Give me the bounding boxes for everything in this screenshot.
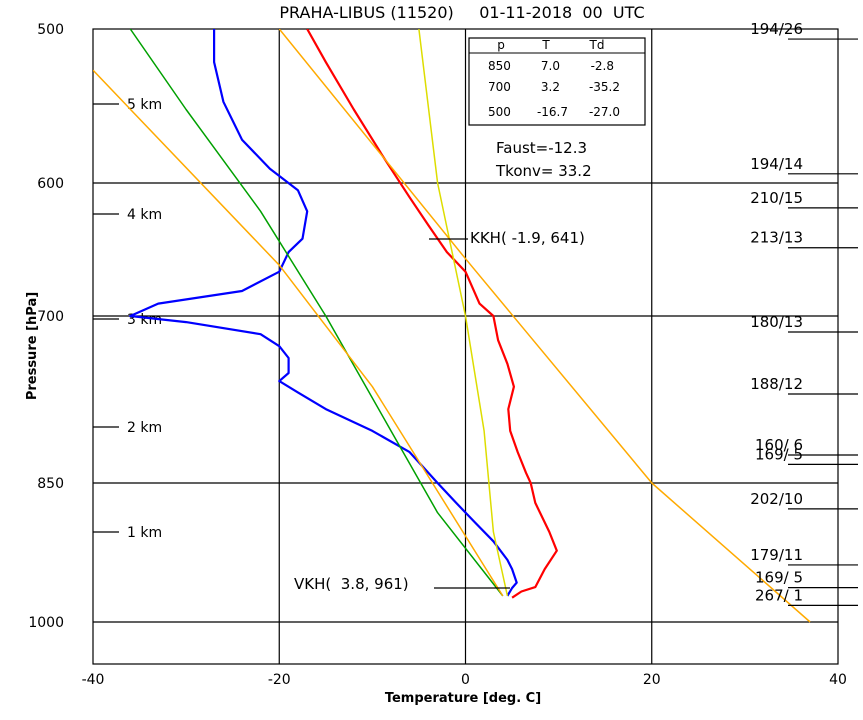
series-line-6 xyxy=(278,29,811,623)
wind-label: 213/13 xyxy=(750,229,803,247)
chart-title: PRAHA-LIBUS (11520) 01-11-2018 00 UTC xyxy=(279,3,644,22)
series-line-5 xyxy=(93,69,504,597)
series-line-4 xyxy=(418,29,509,597)
wind-label: 194/26 xyxy=(750,20,803,38)
table-header-td: Td xyxy=(589,38,605,52)
wind-label: 180/13 xyxy=(750,313,803,331)
x-axis-label: Temperature [deg. C] xyxy=(385,691,541,706)
table-cell-td: -27.0 xyxy=(589,105,620,119)
table-cell-p: 500 xyxy=(488,105,511,119)
grid-lines xyxy=(93,29,838,664)
table-cell-t: 3.2 xyxy=(541,80,560,94)
y-tick-label: 1000 xyxy=(28,615,64,631)
height-label: 5 km xyxy=(127,97,162,113)
x-tick-label: -40 xyxy=(82,672,105,688)
level-table: p T Td 850 7.0 -2.8 700 3.2 -35.2 500 -1… xyxy=(468,37,646,126)
faust-index: Faust=-12.3 xyxy=(496,139,587,157)
table-cell-td: -35.2 xyxy=(589,80,620,94)
table-cell-t: -16.7 xyxy=(537,105,568,119)
x-tick-label: 0 xyxy=(461,672,470,688)
y-tick-labels: 500 600 700 850 1000 xyxy=(28,22,64,631)
tkonv-index: Tkonv= 33.2 xyxy=(495,162,592,180)
y-tick-label: 600 xyxy=(37,176,64,192)
x-tick-label: 40 xyxy=(829,672,847,688)
x-tick-label: 20 xyxy=(643,672,661,688)
wind-label: 179/11 xyxy=(750,546,803,564)
height-label: 4 km xyxy=(127,207,162,223)
wind-label: 202/10 xyxy=(750,490,803,508)
wind-markers: 194/26 194/14 210/15 213/13 180/13 188/12 160/… xyxy=(750,20,858,606)
y-tick-label: 700 xyxy=(37,309,64,325)
height-markers: 5 km4 km3 km2 km1 km xyxy=(93,97,162,541)
y-tick-label: 500 xyxy=(37,22,64,38)
table-header-p: p xyxy=(497,38,505,52)
height-label: 2 km xyxy=(127,420,162,436)
wind-label: 267/ 1 xyxy=(755,586,803,604)
table-cell-p: 850 xyxy=(488,59,511,73)
wind-label: 188/12 xyxy=(750,375,803,393)
wind-label: 194/14 xyxy=(750,155,803,173)
height-label: 1 km xyxy=(127,525,162,541)
table-cell-td: -2.8 xyxy=(591,59,614,73)
vkh-label: VKH( 3.8, 961) xyxy=(294,575,409,593)
series-line-1 xyxy=(306,29,558,599)
series-lines xyxy=(93,29,811,623)
x-tick-label: -20 xyxy=(268,672,291,688)
series-line-2 xyxy=(129,29,518,597)
y-axis-label: Pressure [hPa] xyxy=(25,292,40,400)
x-tick-labels: -40 -20 0 20 40 xyxy=(82,672,847,688)
y-tick-label: 850 xyxy=(37,476,64,492)
table-cell-t: 7.0 xyxy=(541,59,560,73)
wind-label: 169/ 5 xyxy=(755,445,803,463)
table-cell-p: 700 xyxy=(488,80,511,94)
wind-label: 160/ 6 xyxy=(755,436,803,454)
kkh-label: KKH( -1.9, 641) xyxy=(470,229,585,247)
series-line-3 xyxy=(129,29,504,597)
wind-label: 169/ 5 xyxy=(755,569,803,587)
wind-label: 210/15 xyxy=(750,189,803,207)
table-header-t: T xyxy=(541,38,550,52)
